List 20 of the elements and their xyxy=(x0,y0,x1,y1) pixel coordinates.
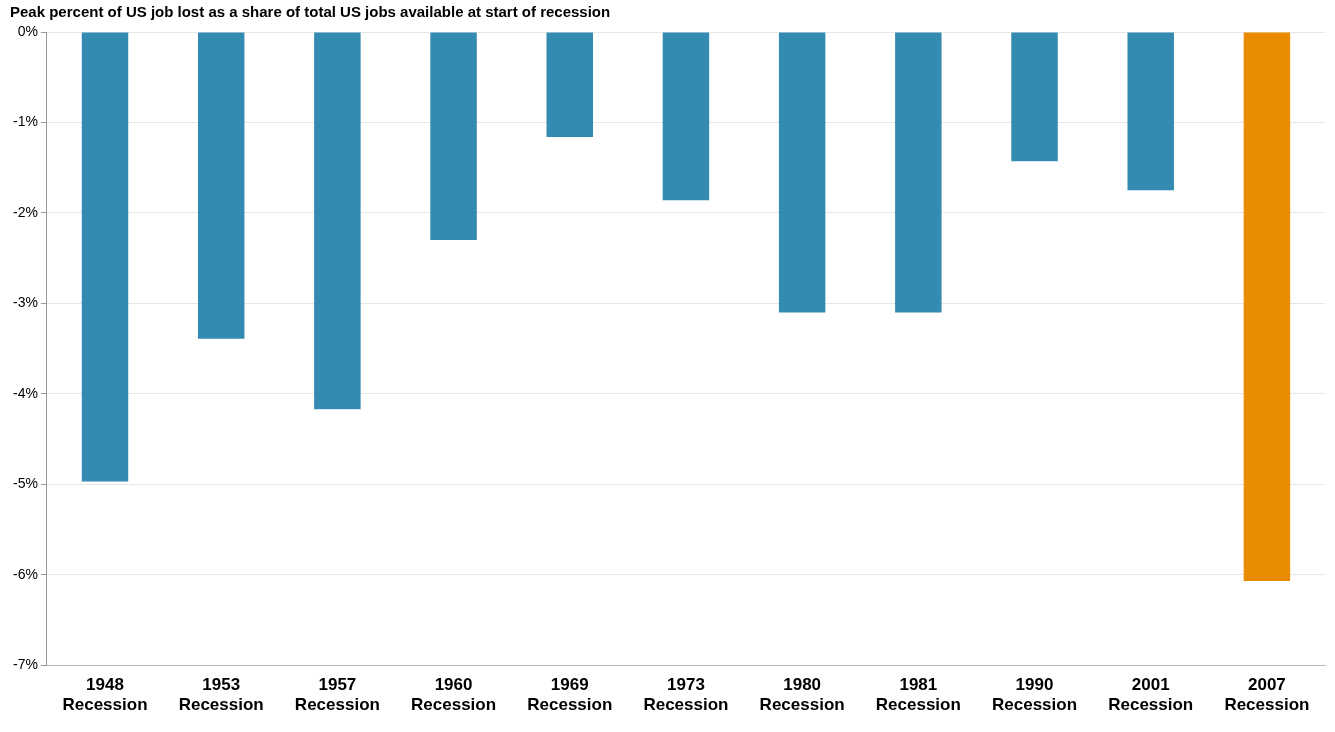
y-tick-label: -1% xyxy=(12,113,38,130)
y-tick-label: -4% xyxy=(12,384,38,401)
x-tick-label: 1981 Recession xyxy=(875,675,961,715)
y-tick-label: -3% xyxy=(12,294,38,311)
x-tick-label: 1948 Recession xyxy=(62,675,148,715)
x-tick-label: 1969 Recession xyxy=(527,675,613,715)
x-tick-label: 2007 Recession xyxy=(1224,675,1310,715)
y-tick-label: 0% xyxy=(17,22,38,39)
x-tick-label: 1990 Recession xyxy=(992,675,1078,715)
x-tick-label: 1960 Recession xyxy=(411,675,497,715)
x-tick-label: 2001 Recession xyxy=(1108,675,1194,715)
y-tick-label: -5% xyxy=(12,475,38,492)
x-tick-label: 1953 Recession xyxy=(178,675,264,715)
y-tick-label: -6% xyxy=(12,565,38,582)
chart-title: Peak percent of US job lost as a share of total US jobs available at start of recession xyxy=(10,3,611,21)
x-tick-label: 1980 Recession xyxy=(759,675,845,715)
y-tick-label: -2% xyxy=(12,203,38,220)
x-tick-label: 1957 Recession xyxy=(294,675,380,715)
x-tick-label: 1973 Recession xyxy=(643,675,729,715)
y-tick-label: -7% xyxy=(12,656,38,673)
